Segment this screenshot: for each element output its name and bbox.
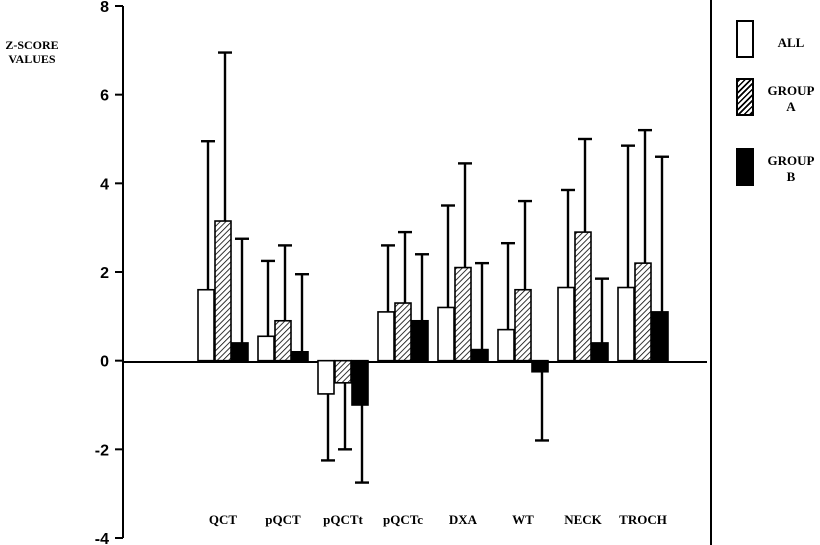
bar-neck-group-b [591,342,609,362]
x-tick-label: WT [512,512,534,527]
legend-label-group-a: GROUP A [766,83,816,115]
legend-label-group-b-line-1: GROUP [767,153,815,168]
y-axis-ticks: 8 6 4 2 0 -2 -4 [95,0,123,545]
bar-neck-group-a [574,231,592,362]
y-tick-label: 4 [100,176,109,193]
y-tick-label: 6 [100,88,109,105]
bar-pqctt-group-b [351,359,369,406]
legend-label-group-a-line-1: GROUP [767,83,815,98]
x-axis-tick-labels: QCT pQCT pQCTt pQCTc DXA WT NECK TROCH [209,512,667,527]
y-tick-label: 2 [100,265,109,282]
bar-pqctc-group-b [411,319,429,362]
bar-pqct-group-a [274,319,292,362]
bar-wt-group-b [531,359,549,373]
x-tick-label: pQCTt [323,512,363,527]
bar-pqct-group-b [291,350,309,362]
legend-label-group-a-line-2: A [786,99,796,114]
bar-pqctt-all [317,359,335,395]
bar-wt-group-a [514,288,532,362]
bar-qct-group-b [231,342,249,362]
y-tick-label: 0 [100,354,109,371]
legend-label-all: ALL [766,35,816,51]
x-tick-label: QCT [209,512,238,527]
bar-pqct-all [257,335,275,362]
legend-swatch-all [736,20,754,58]
bar-pqctc-group-a [394,302,412,362]
bar-troch-group-a [634,262,652,362]
legend-label-all-line-1: ALL [777,35,805,50]
legend-swatch-group-a [736,78,754,116]
x-tick-label: TROCH [619,512,667,527]
bar-qct-group-a [214,220,232,362]
bar-dxa-group-a [454,266,472,362]
bar-qct-all [197,288,215,362]
legend-swatch-group-b [736,148,754,186]
bar-dxa-all [437,306,455,362]
x-tick-label: pQCTc [383,512,423,527]
bar-troch-all [617,286,635,362]
y-tick-label: 8 [100,0,109,16]
bar-wt-all [497,328,515,362]
bar-pqctc-all [377,311,395,362]
y-tick-label: -4 [95,531,109,545]
bar-pqctt-group-a [334,359,352,384]
bar-groups [197,51,669,484]
bar-troch-group-b [651,311,669,362]
y-axis-label: Z-SCORE VALUES [2,38,62,66]
x-tick-label: pQCT [265,512,301,527]
legend-label-group-b-line-2: B [786,169,796,184]
bar-dxa-group-b [471,348,489,362]
bar-neck-all [557,286,575,362]
legend: ALL GROUP A GROUP B [710,0,820,545]
x-tick-label: NECK [564,512,602,527]
y-axis-label-line-2: VALUES [8,52,56,66]
y-tick-label: -2 [95,442,109,459]
legend-label-group-b: GROUP B [766,153,816,185]
y-axis-label-line-1: Z-SCORE [5,38,59,52]
x-tick-label: DXA [449,512,478,527]
